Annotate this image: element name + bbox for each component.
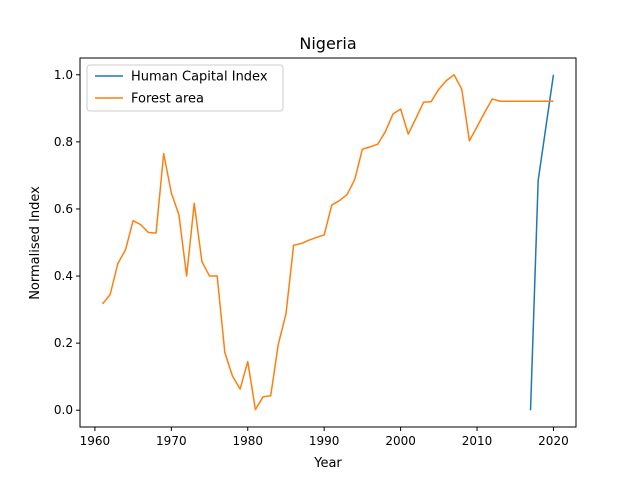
y-tick-label: 0.0 — [54, 403, 73, 417]
series-line-forest-area — [101, 74, 554, 411]
series-group — [101, 74, 555, 411]
x-tick-label: 2020 — [538, 434, 569, 448]
y-tick-label: 0.4 — [54, 269, 73, 283]
y-tick-label: 1.0 — [54, 68, 73, 82]
x-tick-label: 2010 — [462, 434, 493, 448]
legend-label: Human Capital Index — [131, 70, 268, 85]
x-axis: 1960 1970 1980 1990 2000 2010 2020 — [80, 427, 569, 448]
y-axis-label: Normalised Index — [28, 186, 43, 300]
x-tick-label: 1990 — [309, 434, 340, 448]
y-tick-label: 0.6 — [54, 202, 73, 216]
x-tick-label: 1980 — [232, 434, 263, 448]
chart-title: Nigeria — [299, 34, 356, 53]
x-axis-label: Year — [313, 456, 342, 471]
y-tick-label: 0.8 — [54, 135, 73, 149]
legend-label: Forest area — [131, 92, 204, 107]
x-tick-label: 1970 — [156, 434, 187, 448]
series-line-human-capital-index — [529, 74, 555, 411]
axes-frame — [79, 57, 577, 428]
legend: Human Capital Index Forest area — [86, 64, 284, 112]
y-axis: 0.0 0.2 0.4 0.6 0.8 1.0 — [54, 68, 80, 417]
legend-box — [86, 64, 284, 112]
x-tick-label: 2000 — [385, 434, 416, 448]
x-tick-label: 1960 — [80, 434, 111, 448]
y-tick-label: 0.2 — [54, 336, 73, 350]
